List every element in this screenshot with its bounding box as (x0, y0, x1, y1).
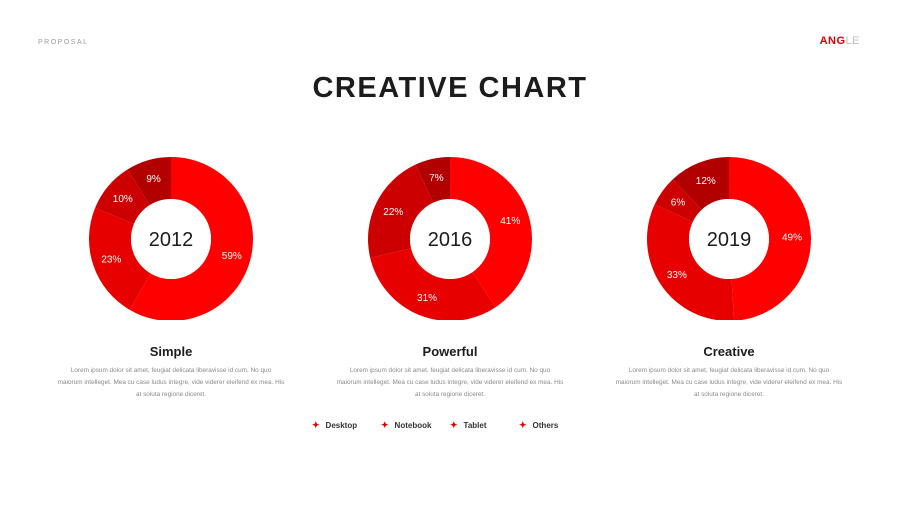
slice-label: 59% (222, 251, 242, 262)
description-line: maiorum intelleget. Mea cu case ludus in… (336, 379, 564, 386)
page-title: CREATIVE CHART (312, 72, 588, 104)
slice-others (415, 157, 450, 203)
slice-label: 12% (696, 176, 716, 187)
legend-label: Tablet (463, 421, 487, 430)
slice-notebook (88, 207, 151, 310)
donut-hole (131, 199, 211, 279)
slice-notebook (647, 204, 735, 320)
legend-item-notebook: ✦ Notebook (381, 420, 450, 431)
legend-item-others: ✦ Others (519, 420, 588, 431)
center-year-label: 2012 (149, 229, 194, 251)
description-powerful: Lorem ipsum dolor sit amet, feugiat deli… (325, 365, 575, 401)
description-line: Lorem ipsum dolor sit amet, feugiat deli… (349, 367, 551, 374)
donut-chart-2012: 59% 23% 10% 9% 2012 (88, 157, 253, 320)
slice-others (672, 157, 729, 210)
diamond-icon: ✦ (450, 420, 458, 430)
slice-notebook (370, 248, 496, 320)
description-simple: Lorem ipsum dolor sit amet, feugiat deli… (46, 365, 296, 401)
diamond-icon: ✦ (519, 420, 527, 430)
logo-secondary: LE (845, 35, 860, 47)
section-label: PROPOSAL (38, 39, 89, 46)
slice-label: 49% (782, 233, 802, 244)
chart-legend: ✦ Desktop ✦ Notebook ✦ Tablet ✦ Others (0, 420, 900, 431)
donut-chart-2016: 41% 31% 22% 7% 2016 (368, 157, 532, 320)
caption-powerful: Powerful (422, 344, 478, 359)
chart-2016: 41% 31% 22% 7% 2016 (325, 150, 575, 320)
slice-tablet (368, 164, 434, 258)
donut-chart-2019: 49% 33% 6% 12% 2019 (647, 157, 811, 320)
caption-simple: Simple (149, 344, 193, 359)
caption-creative: Creative (703, 344, 755, 359)
chart-2019: 49% 33% 6% 12% 2019 (604, 150, 854, 320)
description-creative: Lorem ipsum dolor sit amet, feugiat deli… (604, 365, 854, 401)
logo-primary: ANG (819, 35, 846, 47)
slice-others (127, 157, 171, 206)
brand-logo: ANGLE (820, 35, 860, 47)
slice-label: 9% (146, 174, 161, 185)
legend-label: Notebook (394, 421, 432, 430)
description-line: at soluta regione diceret. (694, 391, 764, 398)
donut-hole (689, 199, 769, 279)
description-line: maiorum intelleget. Mea cu case ludus in… (615, 379, 843, 386)
slice-label: 41% (500, 216, 520, 227)
diamond-icon: ✦ (312, 420, 320, 430)
legend-label: Others (532, 421, 559, 430)
description-line: Lorem ipsum dolor sit amet, feugiat deli… (70, 367, 272, 374)
slice-label: 6% (671, 197, 686, 208)
description-line: at soluta regione diceret. (415, 391, 485, 398)
center-year-label: 2019 (707, 229, 752, 251)
slice-label: 31% (417, 293, 437, 304)
description-line: at soluta regione diceret. (136, 391, 206, 398)
slice-label: 10% (113, 194, 133, 205)
description-line: maiorum intelleget. Mea cu case ludus in… (57, 379, 285, 386)
legend-item-desktop: ✦ Desktop (312, 420, 381, 431)
donut-hole (410, 199, 490, 279)
legend-item-tablet: ✦ Tablet (450, 420, 519, 431)
description-line: Lorem ipsum dolor sit amet, feugiat deli… (628, 367, 830, 374)
slice-tablet (95, 169, 150, 224)
slice-label: 22% (383, 207, 403, 218)
slice-label: 33% (667, 270, 687, 281)
legend-label: Desktop (325, 421, 358, 430)
slice-label: 23% (101, 255, 121, 266)
slice-tablet (654, 179, 702, 222)
slice-desktop (129, 157, 253, 320)
slice-desktop (729, 157, 811, 320)
chart-2012: 59% 23% 10% 9% 2012 (46, 150, 296, 320)
slice-label: 7% (429, 173, 444, 184)
diamond-icon: ✦ (381, 420, 389, 430)
center-year-label: 2016 (428, 229, 473, 251)
slice-desktop (450, 157, 532, 308)
